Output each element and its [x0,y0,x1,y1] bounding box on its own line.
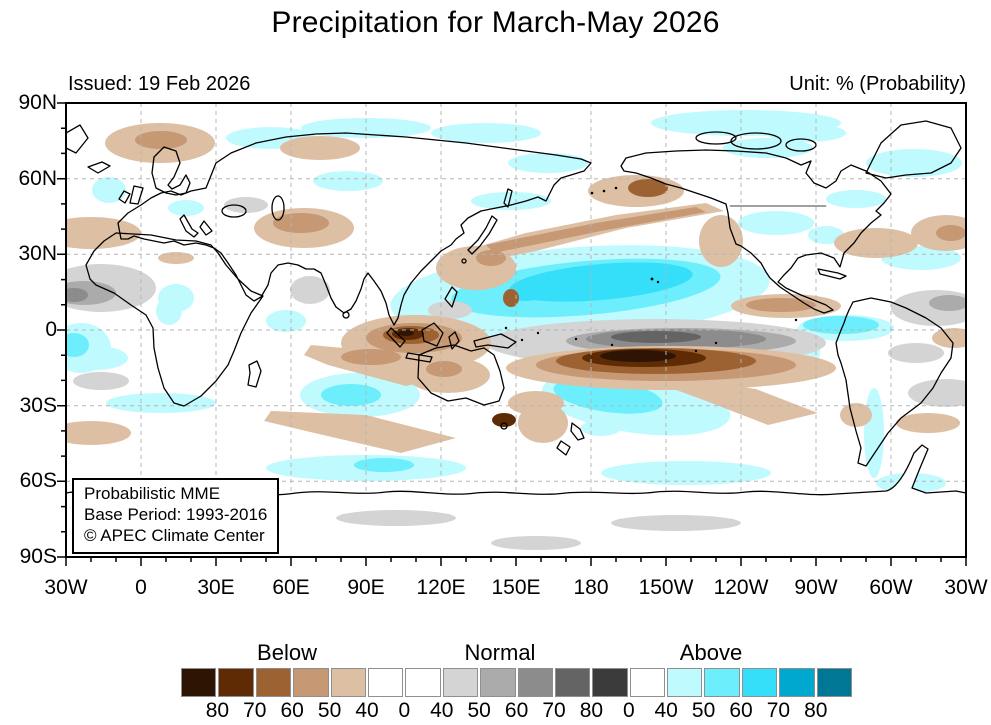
world-map [57,102,967,566]
legend-swatch-12 [592,668,628,697]
legend-swatch-17 [779,668,815,697]
legend-value-4: 50 [317,699,342,722]
axis-ticks [57,102,967,566]
y-axis-label-60N: 60N [18,166,57,190]
y-axis-label-30N: 30N [18,242,57,266]
unit-label: Unit: % (Probability) [789,73,966,95]
legend-colorbar [181,668,853,697]
legend-swatch-6 [367,668,404,697]
y-axis-label-90N: 90N [18,91,57,114]
legend-value-9: 60 [504,699,529,722]
x-axis-label-9-120W: 120W [713,576,769,599]
legend-value-16: 70 [766,699,791,722]
legend-swatch-11 [554,668,591,697]
legend-value-10: 70 [542,699,566,722]
legend-value-15: 60 [729,699,753,722]
legend-label-normal: Normal [464,640,536,665]
below-normal-patches [66,123,966,453]
legend-swatch-10 [517,668,553,697]
x-axis-label-7-180: 180 [573,576,609,599]
info-box-line-2: Base Period: 1993-2016 [84,504,268,524]
legend-value-13: 40 [654,699,678,722]
legend-swatch-3 [255,668,292,697]
y-axis-label-90S: 90S [19,545,57,568]
x-axis-label-12-30W: 30W [944,576,988,599]
x-axis-label-3-60E: 60E [272,576,310,599]
info-box: Probabilistic MME Base Period: 1993-2016… [72,478,280,554]
legend-value-11: 80 [579,699,604,722]
info-box-line-1: Probabilistic MME [84,484,221,503]
legend-swatch-15 [704,668,740,697]
page-title: Precipitation for March-May 2026 [271,6,720,39]
legend-value-17: 80 [804,699,828,722]
y-axis-label-0: 0 [45,318,57,341]
legend-scale-values: 80 70 60 50 40 0 40 50 60 70 80 0 40 50 60 70 80 [180,699,856,723]
legend-swatch-13 [629,668,666,697]
legend-value-2: 70 [243,699,267,722]
legend-swatch-16 [741,668,778,697]
info-box-line-3: © APEC Climate Center [84,525,265,545]
legend-swatch-1 [181,668,217,697]
x-axis-label-1-0: 0 [135,576,147,599]
x-axis-label-4-90E: 90E [347,576,385,599]
legend-swatch-18 [816,668,853,697]
x-axis-label-6-150E: 150E [491,576,541,599]
issued-date-label: Issued: 19 Feb 2026 [68,73,251,95]
legend-swatch-9 [480,668,516,697]
legend-value-7: 40 [430,699,454,722]
legend-value-6: 0 [398,699,411,722]
y-axis-label-60S: 60S [19,469,57,493]
x-axis-label-8-150W: 150W [638,576,694,599]
x-axis-label-5-120E: 120E [416,576,466,599]
legend-swatch-14 [667,668,703,697]
legend-label-below: Below [257,640,317,665]
legend-value-8: 50 [467,699,491,722]
map-gridlines [66,103,966,557]
legend-value-1: 80 [205,699,230,722]
legend-value-12: 0 [622,699,635,722]
legend-swatch-5 [330,668,366,697]
legend-swatch-8 [442,668,479,697]
legend-value-5: 40 [355,699,379,722]
legend-swatch-2 [218,668,254,697]
legend-label-above: Above [679,640,743,665]
legend-swatch-7 [405,668,441,697]
legend-swatch-4 [293,668,329,697]
y-axis-label-30S: 30S [19,393,57,417]
legend-value-14: 50 [691,699,716,722]
x-axis-label-10-90W: 90W [794,576,838,599]
x-axis-label-11-60W: 60W [869,576,913,599]
x-axis-label-0-30W: 30W [44,576,88,599]
legend-value-3: 60 [280,699,304,722]
x-axis-label-2-30E: 30E [197,576,235,599]
